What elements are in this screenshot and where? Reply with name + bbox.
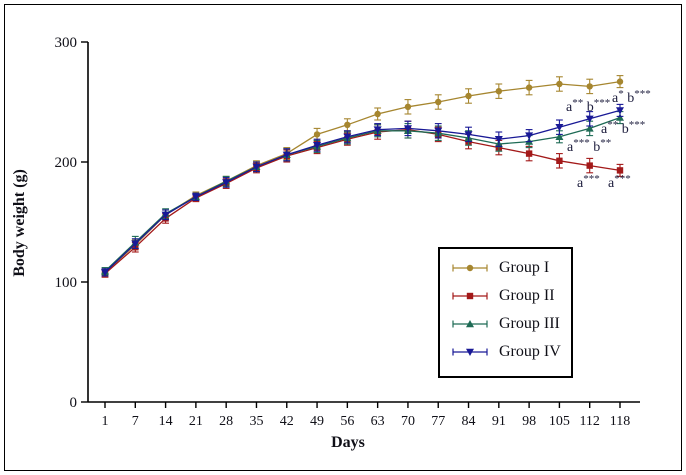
legend-marker-triangle-down-icon	[452, 348, 488, 356]
legend-label: Group II	[499, 287, 555, 304]
legend-item-group-iv: Group IV	[450, 338, 571, 366]
legend-marker-triangle-up-icon	[452, 320, 488, 328]
significance-annotation: a***	[608, 173, 631, 191]
series-group-iv	[101, 103, 624, 277]
x-tick-label: 70	[401, 414, 415, 429]
x-axis-title: Days	[331, 434, 365, 451]
x-tick-label: 98	[522, 414, 536, 429]
x-tick-label: 1	[102, 414, 109, 429]
significance-annotation: a* b***	[612, 88, 651, 106]
x-tick-label: 77	[431, 414, 445, 429]
x-tick-label: 21	[189, 414, 203, 429]
series-group-i	[101, 75, 624, 277]
y-tick-label: 100	[55, 275, 78, 291]
legend-label: Group I	[499, 259, 550, 276]
x-tick-label: 105	[549, 414, 570, 429]
legend-item-group-iii: Group III	[450, 310, 571, 338]
y-axis: 0 100 200 300	[55, 35, 89, 411]
y-tick-label: 300	[55, 35, 78, 51]
significance-annotation: a** b***	[601, 119, 645, 137]
y-tick-label: 200	[55, 155, 78, 171]
x-tick-label: 84	[462, 414, 476, 429]
x-tick-label: 91	[492, 414, 506, 429]
x-tick-label: 56	[340, 414, 354, 429]
significance-annotation: a*** b**	[567, 137, 611, 155]
legend-item-group-i: Group I	[450, 254, 571, 282]
y-axis-title: Body weight (g)	[11, 169, 28, 277]
legend: Group I Group II Group III Group IV	[438, 247, 573, 378]
x-tick-label: 7	[132, 414, 139, 429]
x-tick-label: 118	[610, 414, 630, 429]
x-tick-label: 42	[280, 414, 294, 429]
legend-item-group-ii: Group II	[450, 282, 571, 310]
x-tick-label: 35	[249, 414, 263, 429]
legend-label: Group III	[499, 315, 560, 332]
significance-annotation: a** b***	[566, 97, 610, 115]
x-tick-label: 14	[159, 414, 173, 429]
x-tick-label: 63	[371, 414, 385, 429]
x-tick-label: 28	[219, 414, 233, 429]
x-axis: 1 7 14 21 28 35 42 49 56 63 70 77 84 91 98 105 112 118	[88, 401, 640, 429]
y-tick-label: 0	[70, 395, 78, 411]
legend-label: Group IV	[499, 343, 561, 360]
significance-annotation: a***	[577, 173, 600, 191]
legend-marker-square-icon	[452, 292, 488, 300]
legend-marker-circle-icon	[452, 264, 488, 272]
x-tick-label: 49	[310, 414, 324, 429]
x-tick-label: 112	[579, 414, 599, 429]
